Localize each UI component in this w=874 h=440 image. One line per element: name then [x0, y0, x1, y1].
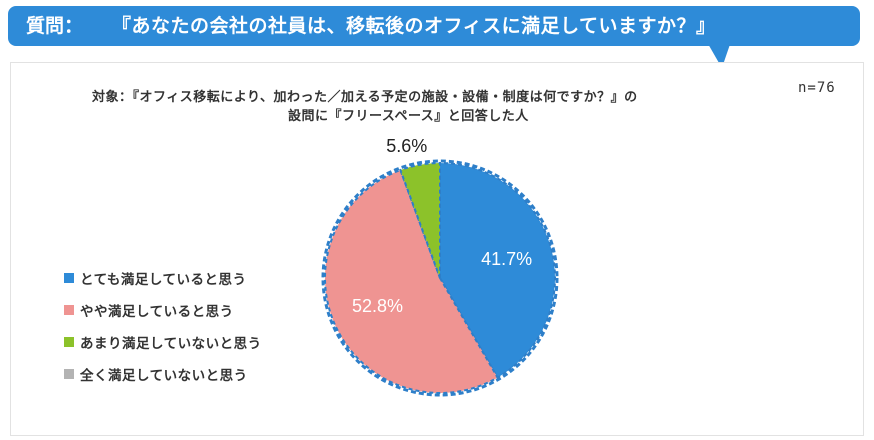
question-text: 『あなたの会社の社員は、移転後のオフィスに満足していますか？』	[112, 15, 716, 37]
pie-slice	[399, 161, 441, 279]
question-banner: 質問： 『あなたの会社の社員は、移転後のオフィスに満足していますか？』	[8, 6, 860, 46]
slice-label: 52.8%	[352, 296, 403, 316]
legend-item: 全く満足していないと思う	[64, 358, 262, 390]
legend-label: 全く満足していないと思う	[80, 368, 248, 384]
subject-line-1: 対象：『オフィス移転により、加わった／加える予定の施設・設備・制度は何ですか？』…	[92, 90, 638, 105]
legend-swatch	[64, 369, 74, 379]
pie-chart: 41.7% 52.8% 5.6%	[321, 136, 559, 397]
question-prefix: 質問：	[26, 15, 84, 37]
legend-label: あまり満足していないと思う	[80, 336, 262, 352]
pie-slice	[324, 168, 499, 394]
legend-label: やや満足していると思う	[80, 304, 234, 320]
legend-item: やや満足していると思う	[64, 294, 262, 326]
sample-size: n=76	[798, 80, 836, 96]
legend-swatch	[64, 337, 74, 347]
slice-label: 5.6%	[386, 136, 427, 156]
slice-label: 41.7%	[481, 249, 532, 269]
legend-swatch	[64, 273, 74, 283]
subject-line-2: 設問に『フリースペース』と回答した人	[288, 109, 529, 124]
legend-item: あまり満足していないと思う	[64, 326, 262, 358]
chart-legend: とても満足していると思う やや満足していると思う あまり満足していないと思う 全…	[64, 262, 262, 390]
survey-subject: 対象：『オフィス移転により、加わった／加える予定の施設・設備・制度は何ですか？』…	[92, 88, 812, 126]
legend-item: とても満足していると思う	[64, 262, 262, 294]
legend-label: とても満足していると思う	[80, 272, 247, 288]
pie-slice	[439, 161, 556, 379]
legend-swatch	[64, 305, 74, 315]
